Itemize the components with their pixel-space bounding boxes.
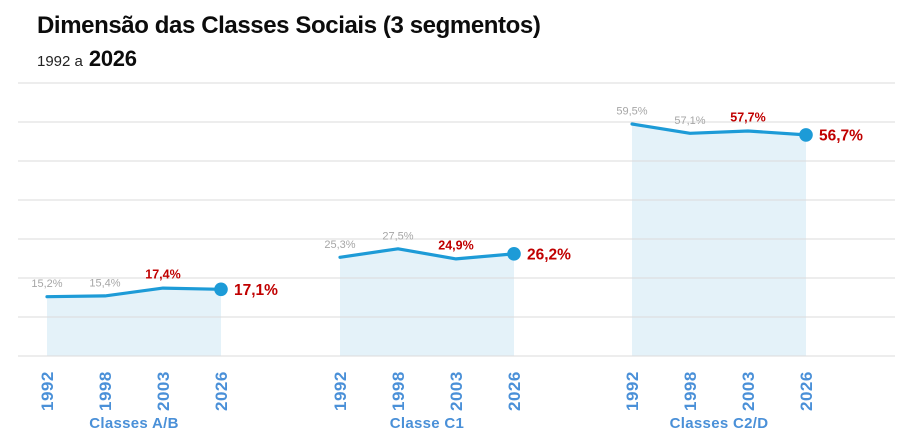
line-classes-a-b [45,286,223,299]
line-classes-c2-d [630,122,808,137]
value-label-classes-a-b-2003: 17,4% [145,268,180,282]
group-label-classes-c2-d: Classes C2/D [670,415,769,432]
line-classe-c1 [338,247,516,261]
x-tick-classes-c2-d-1992: 1992 [623,371,642,411]
endpoint-dot-classes-a-b [214,282,228,297]
value-label-classes-a-b-1998: 15,4% [89,277,120,289]
subtitle-range-prefix: 1992 a [37,53,83,70]
area-classes-a-b [47,288,221,356]
chart-title: Dimensão das Classes Sociais (3 segmento… [37,12,541,39]
x-tick-classes-c2-d-2026: 2026 [797,371,816,411]
x-tick-classes-a-b-2026: 2026 [212,371,231,411]
group-label-classes-a-b: Classes A/B [89,415,178,432]
endpoint-dot-classes-c2-d [799,128,813,142]
x-tick-classes-a-b-2003: 2003 [154,371,173,411]
area-classe-c1 [340,248,514,356]
value-label-classes-c2-d-2003: 57,7% [730,111,765,125]
endpoint-dot-classe-c1 [507,247,521,261]
x-tick-classes-c2-d-1998: 1998 [681,371,700,411]
group-label-classe-c1: Classe C1 [390,415,464,432]
x-tick-classe-c1-1998: 1998 [389,371,408,411]
x-tick-classe-c1-2026: 2026 [505,371,524,411]
chart-subtitle: 1992 a 2026 [37,46,137,72]
value-label-classe-c1-1998: 27,5% [382,230,413,242]
x-tick-classe-c1-1992: 1992 [331,371,350,411]
value-label-classes-a-b-1992: 15,2% [31,278,62,290]
x-tick-classes-c2-d-2003: 2003 [739,371,758,411]
value-label-classe-c1-2026: 26,2% [527,246,571,263]
x-tick-classes-a-b-1992: 1992 [38,371,57,411]
value-label-classes-a-b-2026: 17,1% [234,282,278,299]
value-label-classes-c2-d-1992: 59,5% [616,106,647,118]
subtitle-end-year: 2026 [88,46,137,71]
value-label-classe-c1-1992: 25,3% [324,239,355,251]
value-label-classes-c2-d-1998: 57,1% [674,115,705,127]
area-classes-c2-d [632,124,806,356]
x-tick-classes-a-b-1998: 1998 [96,371,115,411]
value-label-classes-c2-d-2026: 56,7% [819,127,863,144]
x-tick-classe-c1-2003: 2003 [447,371,466,411]
value-label-classe-c1-2003: 24,9% [438,238,473,252]
